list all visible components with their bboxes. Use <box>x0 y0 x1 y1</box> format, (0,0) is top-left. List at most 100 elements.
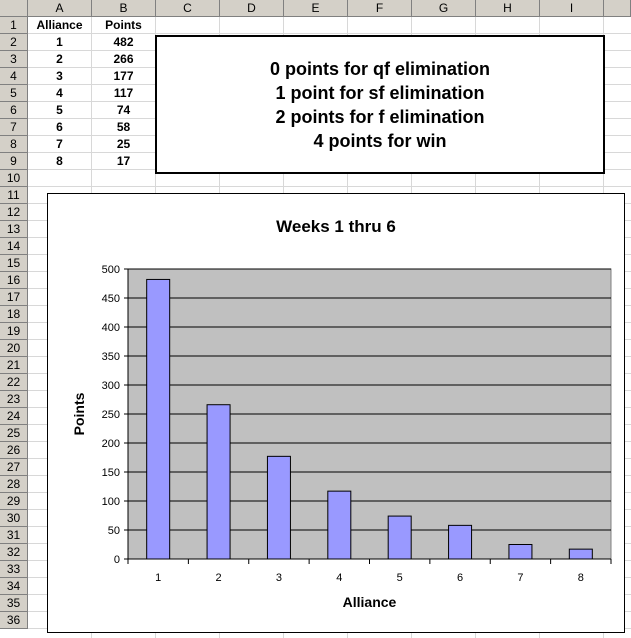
row-header-20[interactable]: 20 <box>0 340 28 357</box>
column-header-d[interactable]: D <box>220 0 284 17</box>
row-header-13[interactable]: 13 <box>0 221 28 238</box>
row-header-6[interactable]: 6 <box>0 102 28 119</box>
bar-alliance-5 <box>387 515 412 560</box>
row-header-29[interactable]: 29 <box>0 493 28 510</box>
textbox-line: 2 points for f elimination <box>275 106 485 127</box>
header-cell[interactable]: Alliance <box>36 18 83 32</box>
data-cell[interactable]: 7 <box>56 137 63 151</box>
data-cell[interactable]: 266 <box>113 52 134 66</box>
row-header-9[interactable]: 9 <box>0 153 28 170</box>
scoring-rules-textbox[interactable]: 0 points for qf elimination 1 point for … <box>155 35 605 174</box>
textbox-line: 1 point for sf elimination <box>275 82 485 103</box>
data-cell[interactable]: 482 <box>113 35 134 49</box>
row-header-18[interactable]: 18 <box>0 306 28 323</box>
bar-alliance-1 <box>146 278 171 560</box>
column-header-f[interactable]: F <box>348 0 412 17</box>
row-header-24[interactable]: 24 <box>0 408 28 425</box>
gridline <box>28 186 631 187</box>
data-cell[interactable]: 2 <box>56 52 63 66</box>
bar-chart[interactable]: 0 50 100 150 200 250 300 350 400 450 500 1 2 3 4 5 6 7 8 We… <box>47 193 625 633</box>
row-header-28[interactable]: 28 <box>0 476 28 493</box>
data-cell[interactable]: 8 <box>56 154 63 168</box>
row-header-5[interactable]: 5 <box>0 85 28 102</box>
x-tick-label: 3 <box>276 572 282 584</box>
row-header-4[interactable]: 4 <box>0 68 28 85</box>
data-cell[interactable]: 58 <box>116 120 131 134</box>
row-header-27[interactable]: 27 <box>0 459 28 476</box>
row-header-21[interactable]: 21 <box>0 357 28 374</box>
header-cell[interactable]: Points <box>105 18 142 32</box>
row-header-15[interactable]: 15 <box>0 255 28 272</box>
data-cell[interactable]: 177 <box>113 69 134 83</box>
y-tick-label: 400 <box>102 322 120 334</box>
column-header-j[interactable] <box>604 0 631 17</box>
row-header-7[interactable]: 7 <box>0 119 28 136</box>
data-cell[interactable]: 4 <box>56 86 63 100</box>
row-header-34[interactable]: 34 <box>0 578 28 595</box>
y-tick-label: 350 <box>102 351 120 363</box>
y-tick-label: 250 <box>102 409 120 421</box>
row-header-32[interactable]: 32 <box>0 544 28 561</box>
textbox-line: 0 points for qf elimination <box>270 58 490 79</box>
x-tick-label: 8 <box>578 572 584 584</box>
x-tick-label: 4 <box>336 572 342 584</box>
row-header-36[interactable]: 36 <box>0 612 28 629</box>
data-cell[interactable]: 25 <box>116 137 131 151</box>
row-header-25[interactable]: 25 <box>0 425 28 442</box>
y-tick-label: 300 <box>102 380 120 392</box>
y-tick-label: 450 <box>102 293 120 305</box>
data-cell[interactable]: 3 <box>56 69 63 83</box>
row-header-19[interactable]: 19 <box>0 323 28 340</box>
y-axis-label: Points <box>71 392 87 435</box>
row-header-33[interactable]: 33 <box>0 561 28 578</box>
row-header-23[interactable]: 23 <box>0 391 28 408</box>
row-header-2[interactable]: 2 <box>0 34 28 51</box>
row-header-1[interactable]: 1 <box>0 17 28 34</box>
bar-alliance-7 <box>508 544 533 560</box>
y-tick-label: 200 <box>102 438 120 450</box>
row-header-30[interactable]: 30 <box>0 510 28 527</box>
y-tick-label: 50 <box>108 525 120 537</box>
row-header-16[interactable]: 16 <box>0 272 28 289</box>
data-cell[interactable]: 117 <box>113 86 134 100</box>
textbox-line: 4 points for win <box>313 130 447 151</box>
column-header-h[interactable]: H <box>476 0 540 17</box>
column-header-a[interactable]: A <box>28 0 92 17</box>
row-header-8[interactable]: 8 <box>0 136 28 153</box>
bar-alliance-3 <box>266 455 291 560</box>
column-header-e[interactable]: E <box>284 0 348 17</box>
row-header-22[interactable]: 22 <box>0 374 28 391</box>
row-header-11[interactable]: 11 <box>0 187 28 204</box>
y-tick-label: 150 <box>102 467 120 479</box>
y-tick-label: 0 <box>114 554 120 566</box>
x-tick-label: 1 <box>155 572 161 584</box>
column-header-c[interactable]: C <box>156 0 220 17</box>
select-all-corner[interactable] <box>0 0 28 17</box>
y-tick-label: 500 <box>102 264 120 276</box>
column-header-b[interactable]: B <box>92 0 156 17</box>
row-header-26[interactable]: 26 <box>0 442 28 459</box>
data-cell[interactable]: 17 <box>116 154 131 168</box>
data-cell[interactable]: 1 <box>56 35 63 49</box>
column-header-i[interactable]: I <box>540 0 604 17</box>
data-cell[interactable]: 6 <box>56 120 63 134</box>
chart-title: Weeks 1 thru 6 <box>276 217 396 236</box>
row-header-17[interactable]: 17 <box>0 289 28 306</box>
column-header-g[interactable]: G <box>412 0 476 17</box>
row-header-35[interactable]: 35 <box>0 595 28 612</box>
data-cell[interactable]: 5 <box>56 103 63 117</box>
row-header-3[interactable]: 3 <box>0 51 28 68</box>
x-tick-label: 7 <box>517 572 523 584</box>
data-cell[interactable]: 74 <box>116 103 131 117</box>
chart-svg: 0 50 100 150 200 250 300 350 400 450 500 1 2 3 4 5 6 7 8 We… <box>71 217 612 610</box>
bar-alliance-4 <box>327 490 352 560</box>
row-header-10[interactable]: 10 <box>0 170 28 187</box>
bar-alliance-8 <box>568 548 593 560</box>
row-header-31[interactable]: 31 <box>0 527 28 544</box>
x-tick-label: 5 <box>397 572 403 584</box>
x-tick-label: 2 <box>216 572 222 584</box>
gridline <box>28 33 631 34</box>
row-header-14[interactable]: 14 <box>0 238 28 255</box>
x-axis-label: Alliance <box>343 594 397 610</box>
row-header-12[interactable]: 12 <box>0 204 28 221</box>
